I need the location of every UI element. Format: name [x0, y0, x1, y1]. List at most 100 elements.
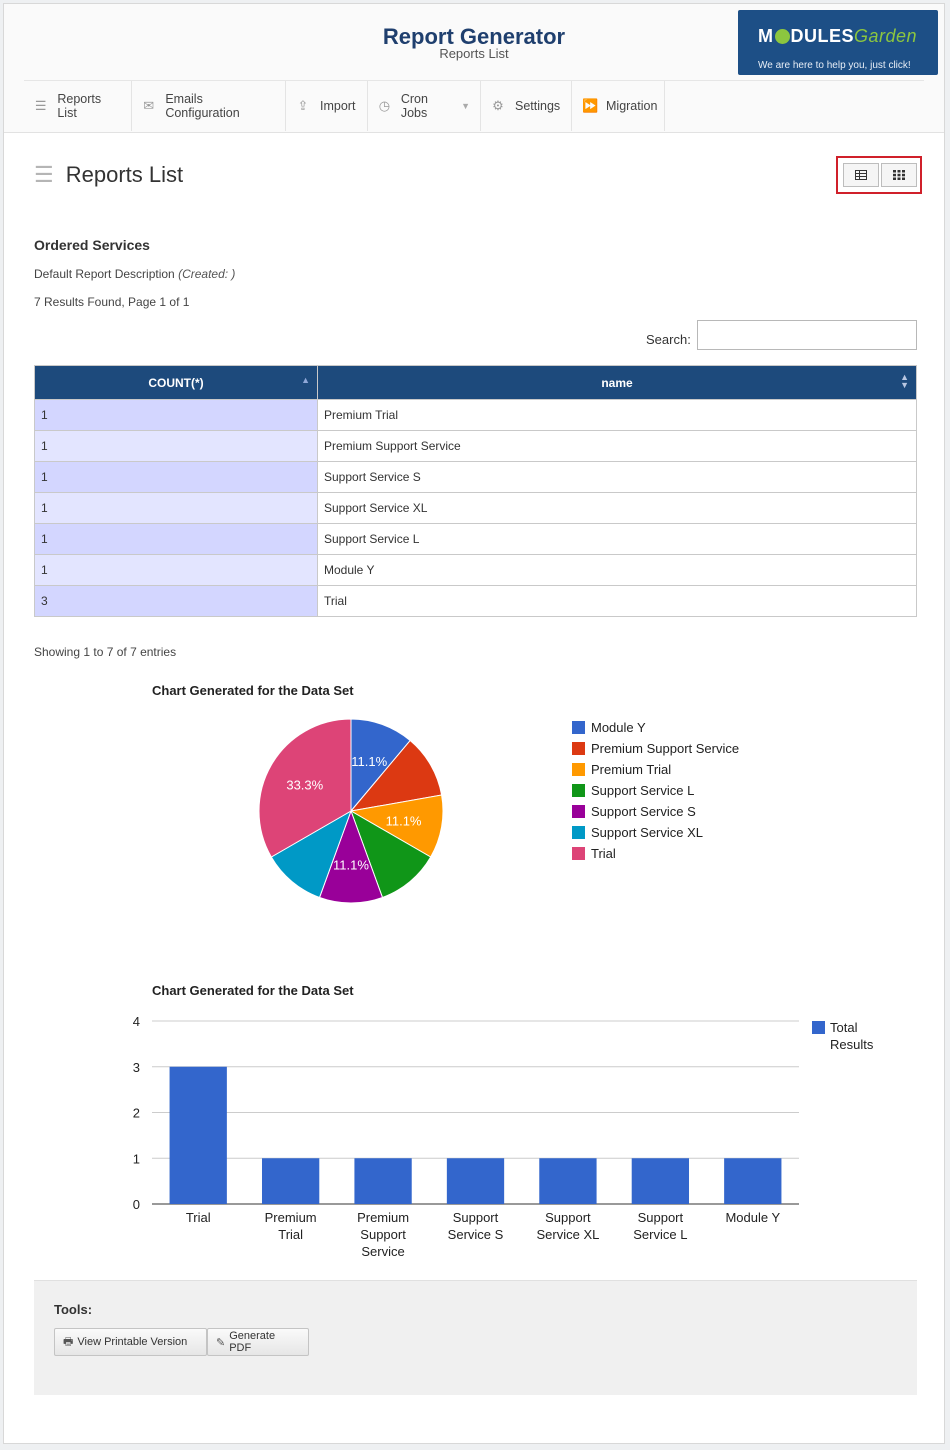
list-icon: ☰ — [34, 98, 47, 113]
results-table: COUNT(*) ▲ name ▲ ▼ 1 Premium Trial 1 Premium … — [34, 365, 917, 617]
chevron-down-icon: ▼ — [461, 101, 470, 111]
legend-swatch — [572, 742, 585, 755]
legend-label: Module Y — [591, 720, 646, 735]
x-tick-label: Support — [360, 1227, 406, 1242]
printer-icon: 🖶 — [63, 1335, 74, 1348]
app-subtitle: Reports List — [439, 46, 509, 61]
column-header-count[interactable]: COUNT(*) ▲ — [34, 365, 318, 400]
pie-slice[interactable] — [349, 739, 443, 812]
x-tick-label: Service L — [633, 1227, 687, 1242]
main-nav: ☰ Reports List ✉ Emails Configuration ⇪ Imp… — [24, 80, 924, 133]
gears-icon: ⚙ — [492, 98, 504, 113]
logo-wordmark: M DULESGarden — [758, 26, 918, 46]
button-label: Generate PDF — [229, 1330, 276, 1354]
app-title: Report Generator — [382, 24, 566, 49]
legend-label: Premium Trial — [591, 762, 671, 777]
pie-slice[interactable] — [258, 718, 352, 858]
nav-item-import[interactable]: ⇪ Import — [286, 81, 368, 131]
pie-slice[interactable] — [350, 809, 432, 899]
cell-name: Support Service XL — [317, 492, 917, 524]
table-row: 1 Module Y — [34, 554, 917, 586]
x-tick-label: Support — [453, 1210, 499, 1225]
legend-label: Support Service XL — [591, 825, 703, 840]
nav-item-settings[interactable]: ⚙ Settings — [481, 81, 572, 131]
envelope-icon: ✉ — [143, 98, 155, 113]
sort-asc-icon: ▲ — [301, 375, 310, 385]
generate-pdf-button[interactable]: ✎ Generate PDF — [207, 1328, 309, 1356]
bar[interactable] — [261, 1158, 320, 1204]
fast-forward-icon: ⏩ — [582, 98, 599, 113]
view-printable-version-button[interactable]: 🖶 View Printable Version — [54, 1328, 207, 1356]
sort-both-icon: ▲ ▼ — [900, 372, 909, 390]
table-view-button[interactable] — [843, 163, 879, 187]
tools-label: Tools: — [54, 1302, 93, 1317]
table-row: 1 Premium Support Service — [34, 430, 917, 462]
x-tick-label: Service XL — [536, 1227, 599, 1242]
cell-name: Module Y — [317, 554, 917, 586]
cell-name: Support Service L — [317, 523, 917, 555]
modulesgarden-logo[interactable]: M DULESGarden We are here to help you, ju… — [738, 10, 938, 75]
x-tick-label: Module Y — [725, 1210, 780, 1225]
bar[interactable] — [724, 1158, 782, 1204]
table-row: 1 Premium Trial — [34, 399, 917, 431]
nav-label: Emails Configuration — [165, 92, 240, 120]
bar[interactable] — [631, 1158, 690, 1204]
cell-count: 1 — [34, 461, 318, 493]
x-tick-label: Service S — [448, 1227, 504, 1242]
nav-item-migration[interactable]: ⏩ Migration — [572, 81, 665, 131]
pie-slice-label: 11.1% — [386, 813, 422, 828]
bar[interactable] — [446, 1158, 505, 1204]
bar[interactable] — [169, 1066, 227, 1204]
results-count: 7 Results Found, Page 1 of 1 — [34, 295, 190, 309]
bar[interactable] — [539, 1158, 597, 1204]
page-title: ☰ Reports List — [34, 162, 183, 188]
nav-label: Cron Jobs — [400, 92, 428, 120]
pie-slice[interactable] — [270, 809, 352, 899]
cell-count: 1 — [34, 523, 318, 555]
nav-item-cron-jobs[interactable]: ◷ Cron Jobs ▼ — [368, 81, 481, 131]
pie-slice[interactable] — [318, 809, 384, 904]
pie-slice-label: 33.3% — [286, 777, 323, 792]
search-label: Search: — [646, 332, 691, 347]
pie-slice[interactable] — [350, 718, 411, 813]
search-input[interactable] — [697, 320, 917, 350]
nav-item-emails-configuration[interactable]: ✉ Emails Configuration — [132, 81, 286, 131]
x-tick-label: Trial — [278, 1227, 303, 1242]
column-header-name[interactable]: name ▲ ▼ — [317, 365, 917, 400]
legend-label: Support Service S — [591, 804, 696, 819]
nav-label: Reports List — [57, 92, 102, 120]
nav-item-reports-list[interactable]: ☰ Reports List — [24, 81, 132, 131]
pie-slice-label: 11.1% — [333, 857, 369, 872]
y-tick-label: 2 — [133, 1106, 140, 1121]
report-description-text: Default Report Description — [34, 267, 175, 281]
cell-count: 1 — [34, 430, 318, 462]
share-icon: ⇪ — [297, 98, 309, 113]
bar-chart-title: Chart Generated for the Data Set — [152, 983, 354, 998]
view-toggle-group — [836, 156, 922, 194]
nav-label: Migration — [606, 99, 658, 113]
bar[interactable] — [354, 1158, 412, 1204]
y-tick-label: 4 — [133, 1014, 140, 1029]
tools-panel: Tools: 🖶 View Printable Version ✎ Generate… — [34, 1280, 917, 1395]
grid-view-button[interactable] — [881, 163, 917, 187]
report-created: (Created: ) — [178, 267, 236, 281]
table-row: 1 Support Service XL — [34, 492, 917, 524]
y-tick-label: 3 — [133, 1060, 140, 1075]
legend-label: Support Service L — [591, 783, 694, 798]
pie-chart: 11.1% 11.1% 11.1% 33.3% Module Y Premium Supp… — [258, 718, 739, 904]
x-tick-label: Support — [638, 1210, 684, 1225]
nav-label: Import — [320, 99, 356, 113]
report-description: Default Report Description (Created: ) — [34, 267, 235, 281]
cell-count: 1 — [34, 554, 318, 586]
pie-slice[interactable] — [349, 794, 444, 858]
legend-swatch — [572, 847, 585, 860]
cell-name: Premium Trial — [317, 399, 917, 431]
cell-name: Trial — [317, 585, 917, 617]
legend-label: Results — [830, 1037, 874, 1052]
pie-chart-title: Chart Generated for the Data Set — [152, 683, 354, 698]
logo-tagline: We are here to help you, just click! — [758, 60, 911, 71]
entries-info: Showing 1 to 7 of 7 entries — [34, 645, 177, 659]
bar-chart: 0 1 2 3 4 Trial Premium Trial Premium Support Serv… — [133, 1014, 874, 1259]
cell-count: 1 — [34, 399, 318, 431]
report-name: Ordered Services — [34, 237, 150, 253]
